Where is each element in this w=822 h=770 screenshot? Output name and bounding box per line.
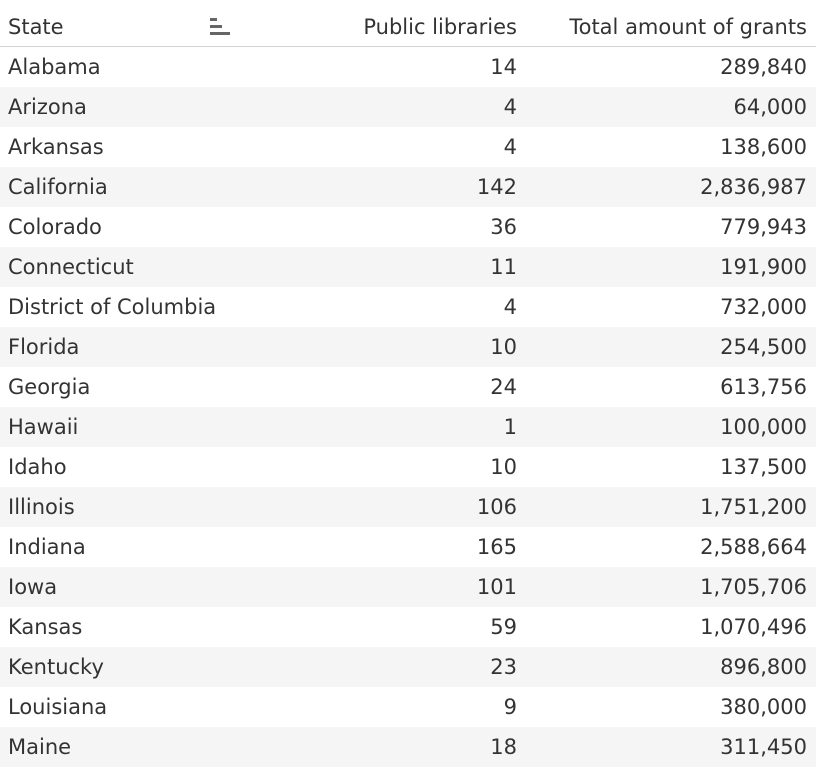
state-cell: Illinois [8, 495, 75, 519]
number-cell: 138,600 [720, 135, 807, 159]
table-row: Alabama 14 289,840 [0, 47, 816, 87]
number-cell: 1 [503, 415, 517, 439]
state-cell: Kentucky [8, 655, 104, 679]
number-cell: 137,500 [720, 455, 807, 479]
number-cell: 289,840 [720, 55, 807, 79]
table-row: Connecticut 11 191,900 [0, 247, 816, 287]
state-cell: Arizona [8, 95, 87, 119]
column-header[interactable]: State [8, 15, 64, 39]
table-row: Idaho 10 137,500 [0, 447, 816, 487]
state-cell: California [8, 175, 108, 199]
number-cell: 165 [476, 535, 517, 559]
table-row: District of Columbia 4 732,000 [0, 287, 816, 327]
number-cell: 779,943 [720, 215, 807, 239]
column-header[interactable]: Total amount of grants [569, 15, 807, 39]
header-row: State Public libraries Total amount of g… [0, 0, 816, 47]
number-cell: 18 [490, 735, 517, 759]
state-cell: Maine [8, 735, 72, 759]
number-cell: 1,751,200 [700, 495, 807, 519]
state-cell: Kansas [8, 615, 83, 639]
number-cell: 613,756 [720, 375, 807, 399]
table-row: Kentucky 23 896,800 [0, 647, 816, 687]
number-cell: 9 [503, 695, 517, 719]
state-cell: Iowa [8, 575, 58, 599]
table-row: California 142 2,836,987 [0, 167, 816, 207]
number-cell: 64,000 [733, 95, 807, 119]
number-cell: 10 [490, 335, 517, 359]
number-cell: 23 [490, 655, 517, 679]
number-cell: 2,588,664 [700, 535, 807, 559]
number-cell: 14 [490, 55, 517, 79]
number-cell: 36 [490, 215, 517, 239]
table-row: Arizona 4 64,000 [0, 87, 816, 127]
table-row: Colorado 36 779,943 [0, 207, 816, 247]
number-cell: 1,705,706 [700, 575, 807, 599]
table-row: Florida 10 254,500 [0, 327, 816, 367]
table-row: Indiana 165 2,588,664 [0, 527, 816, 567]
state-cell: Georgia [8, 375, 91, 399]
number-cell: 311,450 [720, 735, 807, 759]
state-cell: Indiana [8, 535, 86, 559]
table-row: Arkansas 4 138,600 [0, 127, 816, 167]
state-cell: Arkansas [8, 135, 104, 159]
table-row: Georgia 24 613,756 [0, 367, 816, 407]
state-cell: Louisiana [8, 695, 108, 719]
number-cell: 4 [503, 135, 517, 159]
number-cell: 896,800 [720, 655, 807, 679]
table-row: Kansas 59 1,070,496 [0, 607, 816, 647]
number-cell: 732,000 [720, 295, 807, 319]
number-cell: 380,000 [720, 695, 807, 719]
table-row: Illinois 106 1,751,200 [0, 487, 816, 527]
number-cell: 4 [503, 295, 517, 319]
number-cell: 11 [490, 255, 517, 279]
state-cell: District of Columbia [8, 295, 217, 319]
number-cell: 24 [490, 375, 517, 399]
table-body: Alabama 14 289,840 Arizona 4 64,000 Arkansas 4 1… [0, 47, 816, 767]
state-cell: Idaho [8, 455, 67, 479]
state-cell: Florida [8, 335, 80, 359]
sort-icon[interactable] [210, 18, 232, 38]
number-cell: 106 [476, 495, 517, 519]
state-cell: Hawaii [8, 415, 79, 439]
number-cell: 101 [476, 575, 517, 599]
number-cell: 100,000 [720, 415, 807, 439]
number-cell: 254,500 [720, 335, 807, 359]
state-cell: Colorado [8, 215, 102, 239]
number-cell: 2,836,987 [700, 175, 807, 199]
number-cell: 191,900 [720, 255, 807, 279]
table-row: Louisiana 9 380,000 [0, 687, 816, 727]
number-cell: 10 [490, 455, 517, 479]
state-cell: Alabama [8, 55, 101, 79]
column-header[interactable]: Public libraries [363, 15, 517, 39]
state-cell: Connecticut [8, 255, 134, 279]
number-cell: 142 [476, 175, 517, 199]
table-row: Iowa 101 1,705,706 [0, 567, 816, 607]
number-cell: 4 [503, 95, 517, 119]
number-cell: 1,070,496 [700, 615, 807, 639]
table-row: Hawaii 1 100,000 [0, 407, 816, 447]
table-row: Maine 18 311,450 [0, 727, 816, 767]
number-cell: 59 [490, 615, 517, 639]
